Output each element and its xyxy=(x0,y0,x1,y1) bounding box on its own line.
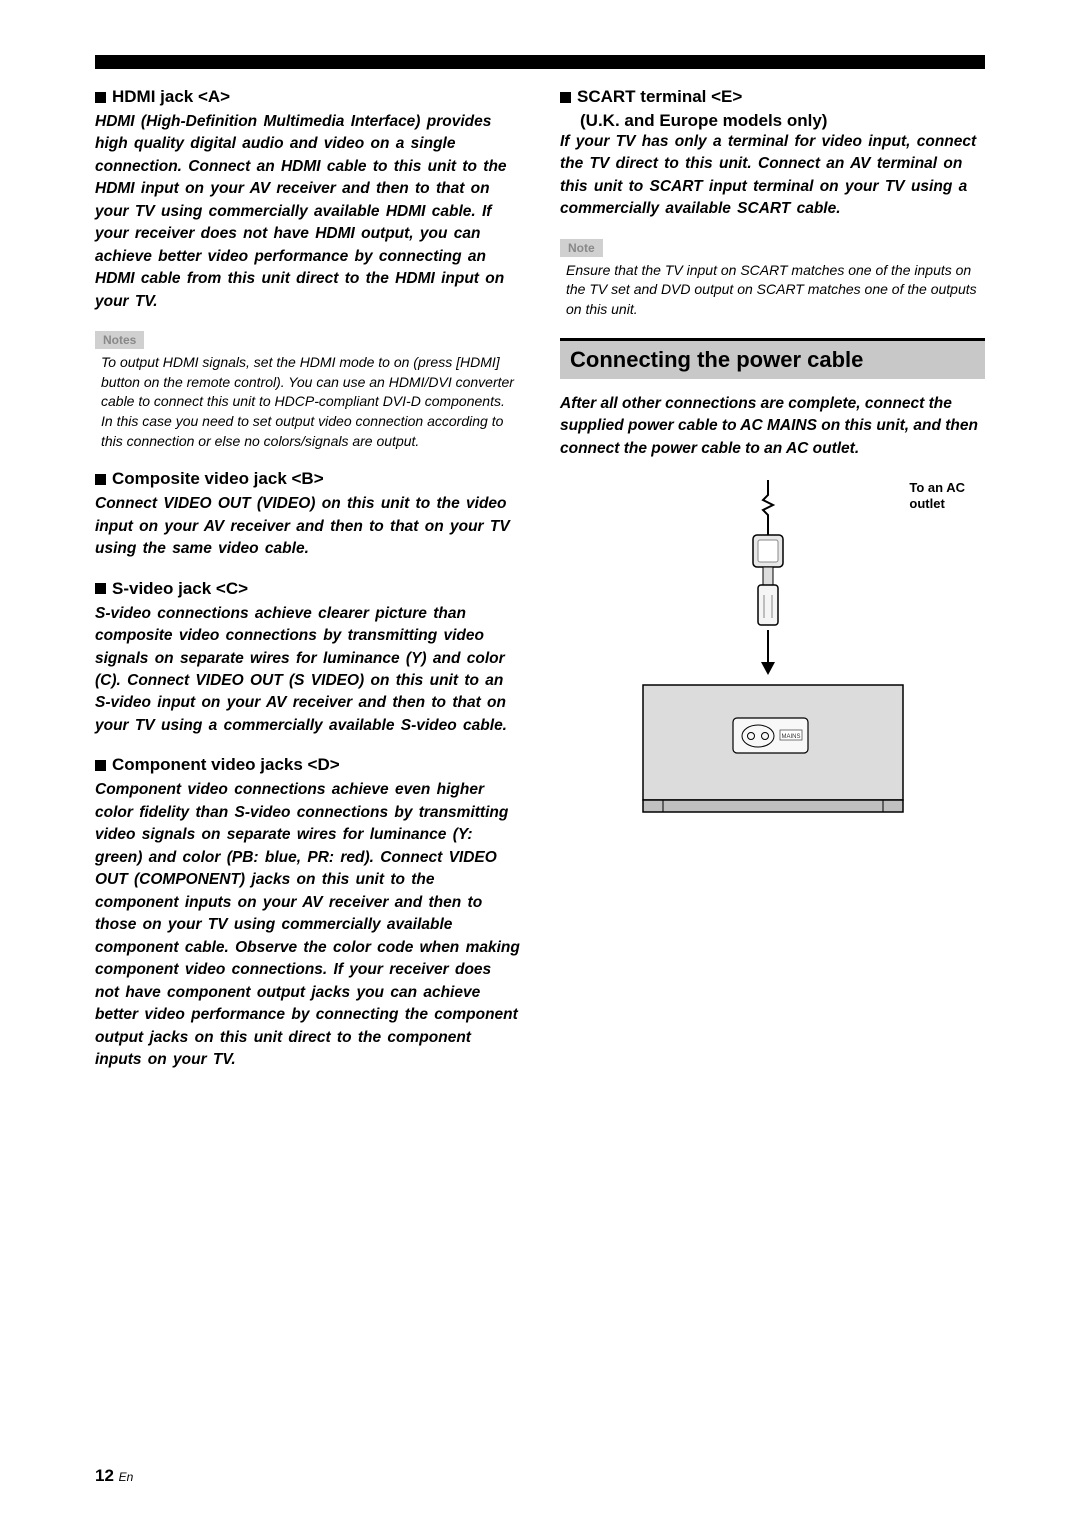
scart-heading: SCART terminal <E> xyxy=(560,87,985,107)
hdmi-body: HDMI (High-Definition Multimedia Interfa… xyxy=(95,111,520,313)
bullet-icon xyxy=(560,92,571,103)
svideo-heading: S-video jack <C> xyxy=(95,579,520,599)
note-label: Note xyxy=(560,239,603,257)
page-num-value: 12 xyxy=(95,1466,114,1485)
power-diagram: To an AC outlet xyxy=(560,480,985,840)
bullet-icon xyxy=(95,92,106,103)
power-header: Connecting the power cable xyxy=(560,338,985,379)
top-rule xyxy=(95,55,985,69)
hdmi-heading: HDMI jack <A> xyxy=(95,87,520,107)
outlet-label-1: To an AC xyxy=(909,480,965,495)
scart-body: If your TV has only a terminal for video… xyxy=(560,131,985,221)
outlet-label: To an AC outlet xyxy=(909,480,965,511)
composite-heading: Composite video jack <B> xyxy=(95,469,520,489)
scart-sub: (U.K. and Europe models only) xyxy=(580,111,985,131)
composite-body: Connect VIDEO OUT (VIDEO) on this unit t… xyxy=(95,493,520,560)
composite-title: Composite video jack <B> xyxy=(112,469,324,489)
power-cable-svg: MAINS xyxy=(608,480,938,840)
content-columns: HDMI jack <A> HDMI (High-Definition Mult… xyxy=(95,87,985,1090)
svg-text:MAINS: MAINS xyxy=(781,734,800,740)
scart-title: SCART terminal <E> xyxy=(577,87,742,107)
page-lang: En xyxy=(119,1470,134,1484)
power-body: After all other connections are complete… xyxy=(560,393,985,460)
component-body: Component video connections achieve even… xyxy=(95,779,520,1071)
svideo-title: S-video jack <C> xyxy=(112,579,248,599)
svideo-body: S-video connections achieve clearer pict… xyxy=(95,603,520,738)
right-column: SCART terminal <E> (U.K. and Europe mode… xyxy=(560,87,985,1090)
left-column: HDMI jack <A> HDMI (High-Definition Mult… xyxy=(95,87,520,1090)
page-number: 12 En xyxy=(95,1466,133,1486)
bullet-icon xyxy=(95,583,106,594)
component-title: Component video jacks <D> xyxy=(112,755,340,775)
bullet-icon xyxy=(95,760,106,771)
scart-note: Ensure that the TV input on SCART matche… xyxy=(560,261,985,320)
bullet-icon xyxy=(95,474,106,485)
note-label: Notes xyxy=(95,331,144,349)
component-heading: Component video jacks <D> xyxy=(95,755,520,775)
hdmi-title: HDMI jack <A> xyxy=(112,87,230,107)
outlet-label-2: outlet xyxy=(909,496,944,511)
hdmi-note: To output HDMI signals, set the HDMI mod… xyxy=(95,353,520,451)
